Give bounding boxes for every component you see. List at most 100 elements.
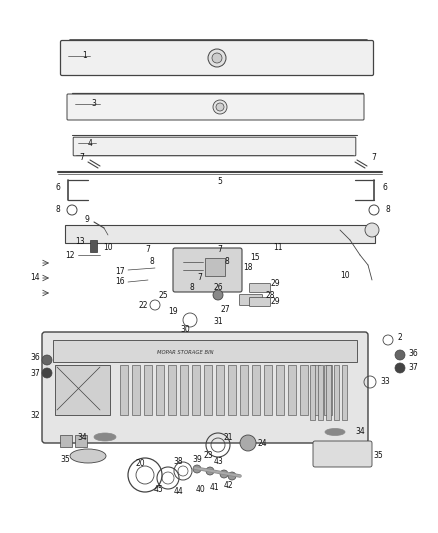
Circle shape (206, 467, 214, 475)
Text: 34: 34 (355, 427, 365, 437)
FancyBboxPatch shape (173, 248, 242, 292)
FancyBboxPatch shape (250, 297, 271, 306)
Text: 32: 32 (30, 410, 40, 419)
Bar (334, 365, 339, 420)
Text: 10: 10 (103, 244, 113, 253)
Text: 7: 7 (218, 246, 223, 254)
Text: 10: 10 (340, 271, 350, 279)
Bar (216, 365, 224, 415)
Text: 23: 23 (203, 450, 213, 459)
Circle shape (208, 49, 226, 67)
Text: 8: 8 (150, 257, 154, 266)
Bar (75, 435, 87, 447)
Circle shape (240, 435, 256, 451)
FancyBboxPatch shape (240, 295, 262, 305)
Bar (168, 365, 176, 415)
Bar (312, 365, 320, 415)
Bar (252, 365, 260, 415)
Text: 37: 37 (408, 364, 418, 373)
Circle shape (220, 470, 228, 478)
Circle shape (213, 100, 227, 114)
Text: 26: 26 (213, 284, 223, 293)
Bar (60, 435, 72, 447)
Text: 8: 8 (385, 206, 390, 214)
Text: 37: 37 (30, 368, 40, 377)
Text: 36: 36 (408, 350, 418, 359)
Text: 21: 21 (223, 432, 233, 441)
FancyBboxPatch shape (250, 284, 271, 293)
Ellipse shape (325, 429, 345, 435)
Text: 14: 14 (30, 273, 40, 282)
FancyBboxPatch shape (67, 94, 364, 120)
Text: 2: 2 (398, 334, 403, 343)
Text: 20: 20 (135, 458, 145, 467)
Text: MOPAR STORAGE BIN: MOPAR STORAGE BIN (157, 350, 213, 354)
Circle shape (42, 368, 52, 378)
Bar (90, 240, 97, 252)
Text: 29: 29 (270, 279, 280, 288)
Text: 8: 8 (225, 257, 230, 266)
Bar (144, 365, 152, 415)
Text: 8: 8 (190, 284, 194, 293)
Text: 35: 35 (60, 456, 70, 464)
Bar (228, 365, 236, 415)
Text: 45: 45 (153, 486, 163, 495)
Bar (180, 365, 188, 415)
Text: 42: 42 (223, 481, 233, 490)
Bar (156, 365, 164, 415)
Text: 36: 36 (30, 353, 40, 362)
Text: 30: 30 (180, 326, 190, 335)
Circle shape (395, 350, 405, 360)
FancyBboxPatch shape (313, 441, 372, 467)
Circle shape (395, 363, 405, 373)
Text: 8: 8 (56, 206, 60, 214)
Text: 40: 40 (195, 486, 205, 495)
Bar (324, 365, 332, 415)
Bar (318, 365, 323, 420)
FancyBboxPatch shape (60, 41, 374, 76)
Bar (310, 365, 315, 420)
Text: 7: 7 (80, 152, 85, 161)
Text: 41: 41 (209, 483, 219, 492)
Bar (326, 365, 331, 420)
Circle shape (193, 465, 201, 473)
Text: 6: 6 (56, 183, 60, 192)
FancyBboxPatch shape (73, 137, 356, 156)
Text: 9: 9 (85, 215, 89, 224)
Bar (288, 365, 296, 415)
Circle shape (216, 103, 224, 111)
Text: 43: 43 (213, 457, 223, 466)
Text: 39: 39 (192, 456, 202, 464)
Text: 25: 25 (158, 292, 168, 301)
Circle shape (212, 53, 222, 63)
Ellipse shape (70, 449, 106, 463)
Text: 24: 24 (257, 439, 267, 448)
Bar (204, 365, 212, 415)
Text: 16: 16 (115, 278, 125, 287)
Text: 4: 4 (88, 139, 92, 148)
Text: 22: 22 (138, 301, 148, 310)
Bar (53, 340, 357, 362)
Text: 17: 17 (115, 268, 125, 277)
Circle shape (213, 290, 223, 300)
Bar (192, 365, 200, 415)
Text: 31: 31 (213, 318, 223, 327)
Circle shape (42, 355, 52, 365)
Circle shape (228, 472, 236, 480)
Text: 18: 18 (243, 263, 253, 272)
Bar (300, 365, 308, 415)
Text: 7: 7 (371, 152, 376, 161)
Text: 12: 12 (65, 251, 75, 260)
Text: 34: 34 (77, 432, 87, 441)
Circle shape (365, 223, 379, 237)
Text: 1: 1 (83, 52, 87, 61)
Ellipse shape (94, 433, 116, 441)
Text: 35: 35 (373, 450, 383, 459)
Bar (205, 258, 225, 276)
Bar (55, 365, 110, 415)
Text: 19: 19 (168, 308, 178, 317)
Text: 6: 6 (382, 183, 388, 192)
Bar (65, 225, 375, 243)
Bar (264, 365, 272, 415)
Text: 15: 15 (250, 254, 260, 262)
